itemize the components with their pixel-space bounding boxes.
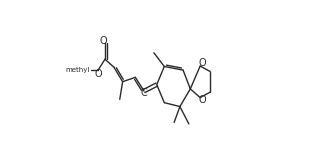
Text: O: O: [198, 58, 206, 68]
Text: O: O: [94, 69, 102, 79]
Text: C: C: [141, 88, 147, 98]
Text: methyl: methyl: [66, 67, 90, 73]
Text: O: O: [100, 36, 107, 46]
Text: O: O: [198, 95, 206, 105]
